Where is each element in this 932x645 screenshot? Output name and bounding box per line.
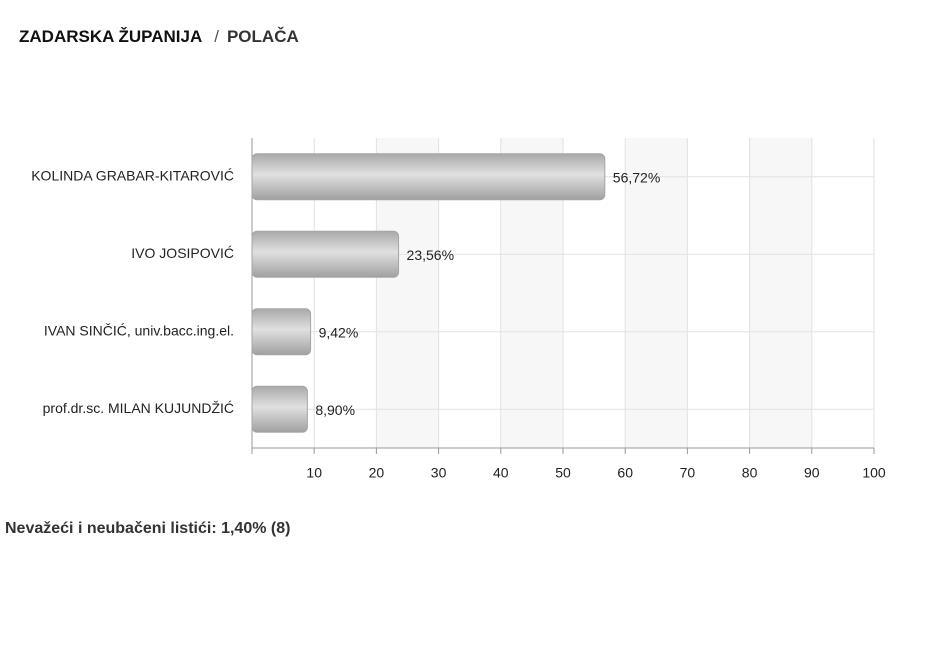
x-tick-label: 30 bbox=[431, 465, 447, 481]
grid-band bbox=[625, 138, 688, 448]
x-tick-label: 70 bbox=[680, 465, 696, 481]
x-tick-label: 60 bbox=[617, 465, 633, 481]
y-tick-label: prof.dr.sc. MILAN KUJUNDŽIĆ bbox=[43, 400, 234, 416]
x-tick-label: 40 bbox=[493, 465, 509, 481]
x-tick-label: 80 bbox=[742, 465, 758, 481]
y-tick-label: IVO JOSIPOVIĆ bbox=[131, 245, 234, 261]
bar bbox=[251, 230, 400, 278]
x-tick-label: 10 bbox=[306, 465, 322, 481]
x-tick-label: 90 bbox=[804, 465, 820, 481]
place-title: POLAČA bbox=[226, 27, 299, 46]
value-label: 9,42% bbox=[319, 324, 359, 340]
value-label: 23,56% bbox=[407, 247, 454, 263]
y-tick-label: IVAN SINČIĆ, univ.bacc.ing.el. bbox=[44, 322, 234, 338]
bar bbox=[251, 308, 312, 356]
x-tick-label: 20 bbox=[369, 465, 385, 481]
value-label: 8,90% bbox=[315, 402, 355, 418]
y-tick-label: KOLINDA GRABAR-KITAROVIĆ bbox=[31, 167, 234, 183]
invalid-ballots-note: Nevažeći i neubačeni listići: 1,40% (8) bbox=[5, 520, 291, 537]
region-title: ZADARSKA ŽUPANIJA bbox=[19, 27, 203, 46]
grid-band bbox=[749, 138, 812, 448]
bar bbox=[251, 385, 308, 433]
x-tick-label: 50 bbox=[555, 465, 571, 481]
separator: / bbox=[214, 27, 219, 46]
chart: 10 20 30 40 50 60 70 80 90 100 KOLINDA GRABAR-KITA… bbox=[31, 138, 886, 481]
breadcrumb: ZADARSKA ŽUPANIJA / POLAČA bbox=[19, 27, 299, 47]
value-label: 56,72% bbox=[613, 169, 660, 185]
bar bbox=[251, 153, 606, 201]
x-tick-label: 100 bbox=[862, 465, 886, 481]
